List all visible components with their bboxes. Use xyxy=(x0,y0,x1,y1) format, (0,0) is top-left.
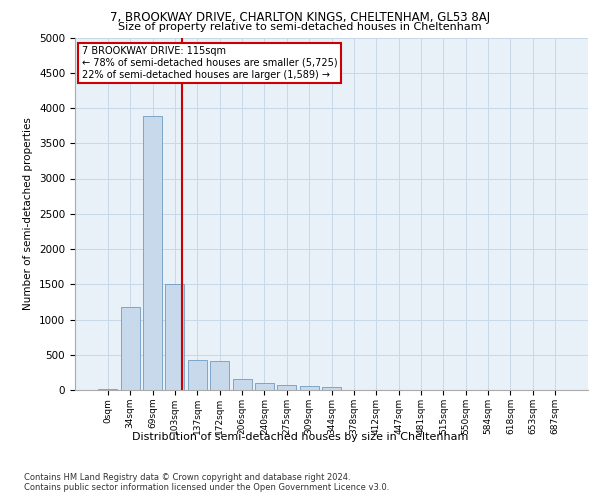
Text: 7 BROOKWAY DRIVE: 115sqm
← 78% of semi-detached houses are smaller (5,725)
22% o: 7 BROOKWAY DRIVE: 115sqm ← 78% of semi-d… xyxy=(82,46,337,80)
Y-axis label: Number of semi-detached properties: Number of semi-detached properties xyxy=(23,118,34,310)
Bar xyxy=(255,383,274,390)
Bar xyxy=(322,387,341,390)
Text: Size of property relative to semi-detached houses in Cheltenham: Size of property relative to semi-detach… xyxy=(118,22,482,32)
Bar xyxy=(299,386,319,390)
Bar xyxy=(210,361,229,390)
Text: 7, BROOKWAY DRIVE, CHARLTON KINGS, CHELTENHAM, GL53 8AJ: 7, BROOKWAY DRIVE, CHARLTON KINGS, CHELT… xyxy=(110,11,490,24)
Text: Distribution of semi-detached houses by size in Cheltenham: Distribution of semi-detached houses by … xyxy=(132,432,468,442)
Bar xyxy=(277,385,296,390)
Bar xyxy=(98,388,118,390)
Bar xyxy=(188,360,207,390)
Bar xyxy=(121,307,140,390)
Text: Contains public sector information licensed under the Open Government Licence v3: Contains public sector information licen… xyxy=(24,482,389,492)
Bar xyxy=(143,116,162,390)
Bar xyxy=(233,378,251,390)
Text: Contains HM Land Registry data © Crown copyright and database right 2024.: Contains HM Land Registry data © Crown c… xyxy=(24,472,350,482)
Bar xyxy=(166,284,184,390)
